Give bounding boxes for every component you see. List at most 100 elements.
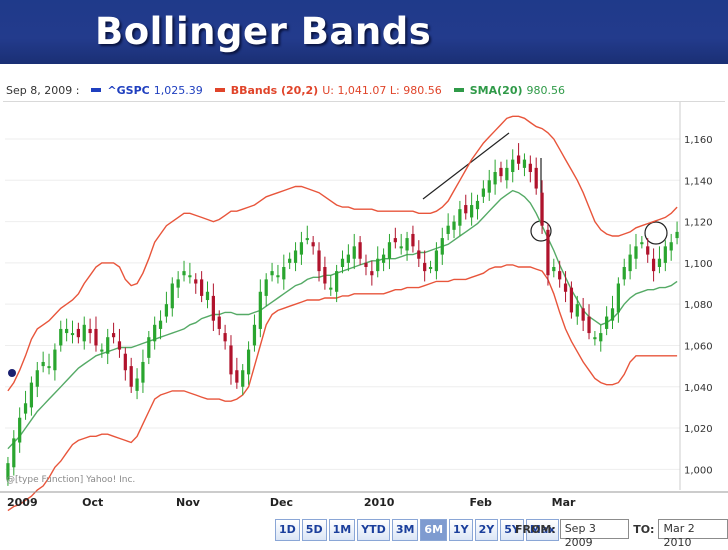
x-axis: 2009 Oct Nov Dec 2010 Feb Mar — [0, 491, 728, 509]
range-button-max[interactable]: Max — [525, 519, 560, 541]
legend-swatch-sma — [453, 88, 464, 92]
candle-down — [94, 328, 98, 346]
candle-down — [646, 246, 650, 255]
legend-swatch-gspc — [91, 88, 102, 92]
candle-up — [552, 266, 556, 272]
candle-up — [376, 258, 380, 272]
chart-legend: Sep 8, 2009 : ^GSPC 1,025.39 BBands (20,… — [6, 80, 565, 100]
range-button-3m[interactable]: 3M — [391, 519, 419, 541]
candle-down — [200, 279, 204, 296]
candle-up — [246, 349, 251, 375]
candle-up — [440, 238, 444, 255]
sma-line — [7, 189, 678, 450]
candle-up — [147, 337, 151, 358]
x-tick-label: 2009 — [7, 496, 38, 509]
candle-down — [423, 262, 427, 272]
legend-label-sma: SMA(20) — [469, 83, 523, 97]
candle-down — [217, 316, 221, 329]
candle-up — [106, 337, 110, 354]
candles — [6, 143, 679, 486]
range-button-5y[interactable]: 5Y — [500, 519, 524, 541]
candle-up — [505, 167, 509, 181]
candle-up — [252, 324, 257, 346]
candle-up — [70, 333, 75, 336]
range-button-6m[interactable]: 6M — [420, 519, 448, 541]
candle-down — [528, 163, 532, 173]
candle-up — [669, 242, 673, 251]
candle-down — [581, 308, 585, 321]
from-label: FROM: — [515, 522, 556, 536]
candle-up — [381, 254, 386, 263]
y-tick-label: 1,040 — [684, 383, 713, 394]
candle-down — [311, 242, 315, 247]
candle-up — [12, 438, 16, 468]
candle-up — [305, 238, 309, 241]
x-tick-label: 2010 — [364, 496, 395, 509]
candle-down — [370, 271, 374, 276]
candle-down — [76, 328, 80, 338]
range-button-5d[interactable]: 5D — [301, 519, 327, 541]
candle-up — [475, 200, 480, 210]
candle-up — [65, 328, 69, 334]
range-button-1d[interactable]: 1D — [275, 519, 300, 541]
to-date-input[interactable]: Mar 2 2010 — [658, 519, 728, 549]
candle-up — [270, 271, 274, 276]
candle-down — [111, 333, 116, 338]
candle-up — [470, 205, 474, 218]
candle-up — [329, 287, 333, 290]
x-tick-label: Feb — [470, 496, 493, 509]
candle-up — [622, 266, 626, 280]
candle-up — [657, 258, 662, 267]
circle-annotation — [644, 221, 668, 245]
y-tick-label: 1,000 — [684, 465, 713, 476]
range-button-1m[interactable]: 1M — [328, 519, 356, 541]
candle-down — [129, 366, 133, 387]
candle-up — [575, 304, 579, 317]
candle-up — [335, 271, 339, 292]
candle-up — [53, 349, 57, 371]
candle-up — [511, 159, 515, 173]
range-button-1y[interactable]: 1Y — [449, 519, 473, 541]
candle-down — [88, 328, 92, 334]
candle-up — [663, 246, 667, 263]
x-tick-label: Dec — [270, 496, 293, 509]
y-axis: 1,000 1,020 1,040 1,060 1,080 1,100 1,120 1,140… — [684, 135, 713, 476]
candle-down — [117, 341, 122, 350]
legend-label-gspc: ^GSPC — [107, 83, 150, 97]
candle-up — [170, 283, 174, 309]
range-button-ytd[interactable]: YTD — [357, 519, 390, 541]
candle-up — [282, 266, 286, 280]
candle-up — [182, 271, 186, 276]
candle-up — [288, 258, 292, 263]
range-button-2y[interactable]: 2Y — [474, 519, 499, 541]
slide-title-bar: Bollinger Bands — [0, 0, 728, 64]
y-tick-label: 1,080 — [684, 300, 713, 311]
candle-up — [141, 361, 145, 383]
candle-up — [599, 333, 603, 342]
trend-line-annotation — [422, 132, 510, 200]
candle-down — [464, 205, 468, 214]
marker-dot — [8, 369, 16, 377]
candle-down — [229, 345, 233, 375]
from-date-input[interactable]: Sep 3 2009 — [559, 519, 630, 549]
candle-up — [82, 324, 86, 342]
candle-up — [100, 349, 104, 352]
candle-up — [41, 361, 45, 367]
y-tick-label: 1,060 — [684, 341, 713, 352]
x-tick-label: Oct — [82, 496, 103, 509]
candle-down — [364, 262, 368, 267]
candle-up — [428, 266, 433, 269]
candle-down — [540, 192, 544, 226]
candle-down — [417, 250, 421, 259]
candle-up — [293, 250, 298, 263]
x-tick-label: Mar — [552, 496, 576, 509]
candle-up — [593, 337, 597, 340]
candle-up — [276, 275, 280, 278]
candle-up — [675, 231, 679, 239]
candle-down — [358, 242, 362, 259]
candle-up — [23, 403, 28, 414]
candle-down — [558, 271, 562, 280]
watermark-text: @[type Function] Yahoo! Inc. — [6, 475, 136, 485]
y-tick-label: 1,140 — [684, 176, 713, 187]
candle-up — [264, 279, 268, 296]
